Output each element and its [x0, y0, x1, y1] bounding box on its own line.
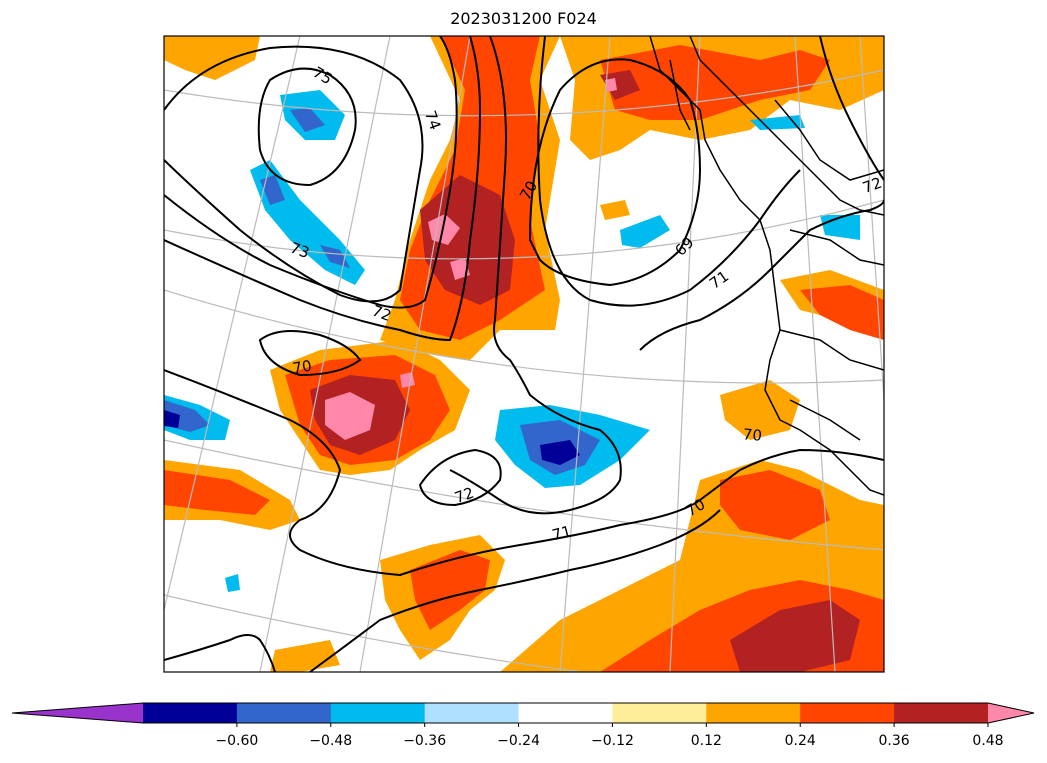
colorbar-tick-label: −0.12 [591, 733, 634, 749]
colorbar-segment [330, 703, 426, 723]
graticule [164, 36, 884, 672]
colorbar-segment [143, 703, 238, 723]
colorbar-segment [612, 703, 707, 723]
colorbar-extend-high [988, 703, 1034, 723]
contour-label: 74 [421, 108, 444, 132]
contour-label: 73 [288, 239, 312, 262]
colorbar-tick-label: −0.24 [497, 733, 540, 749]
colorbar-tick-label: 0.48 [972, 733, 1003, 749]
colorbar-tick-label: −0.60 [215, 733, 258, 749]
colorbar-segment [518, 703, 613, 723]
colorbar-extend-low [12, 703, 143, 723]
shaded-pink [325, 78, 617, 440]
colorbar-segment [800, 703, 895, 723]
contour-label: 70 [742, 425, 763, 445]
map-frame [163, 35, 885, 673]
contour-label: 71 [550, 522, 573, 544]
colorbar-outline [11, 702, 1035, 724]
colorbar-tick-label: 0.36 [879, 733, 910, 749]
colorbar-tick-label: 0.24 [785, 733, 816, 749]
contour-label: 72 [452, 484, 476, 507]
figure-title: 2023031200 F024 [450, 9, 597, 28]
colorbar-tick-label: −0.36 [403, 733, 446, 749]
contour-labels: 75 74 73 72 70 70 69 71 70 72 71 70 72 [288, 63, 885, 544]
colorbar-tick-label: −0.48 [309, 733, 352, 749]
shaded-navy [164, 410, 580, 465]
colorbar-segment [424, 703, 520, 723]
contour-label: 70 [291, 357, 313, 378]
colorbar-segment [236, 703, 332, 723]
contour-label: 72 [860, 174, 884, 197]
height-contours [164, 36, 884, 672]
colorbar-ticks: −0.60 −0.48 −0.36 −0.24 −0.12 0.12 0.24 0.36 0.4… [215, 723, 1004, 749]
contour-label: 72 [370, 302, 394, 325]
colorbar-tick-label: 0.12 [691, 733, 722, 749]
colorbar-segment [894, 703, 989, 723]
shaded-darkred [310, 70, 860, 672]
colorbar-segments [11, 702, 1035, 724]
colorbar-segment [706, 703, 801, 723]
coastlines [649, 36, 884, 496]
